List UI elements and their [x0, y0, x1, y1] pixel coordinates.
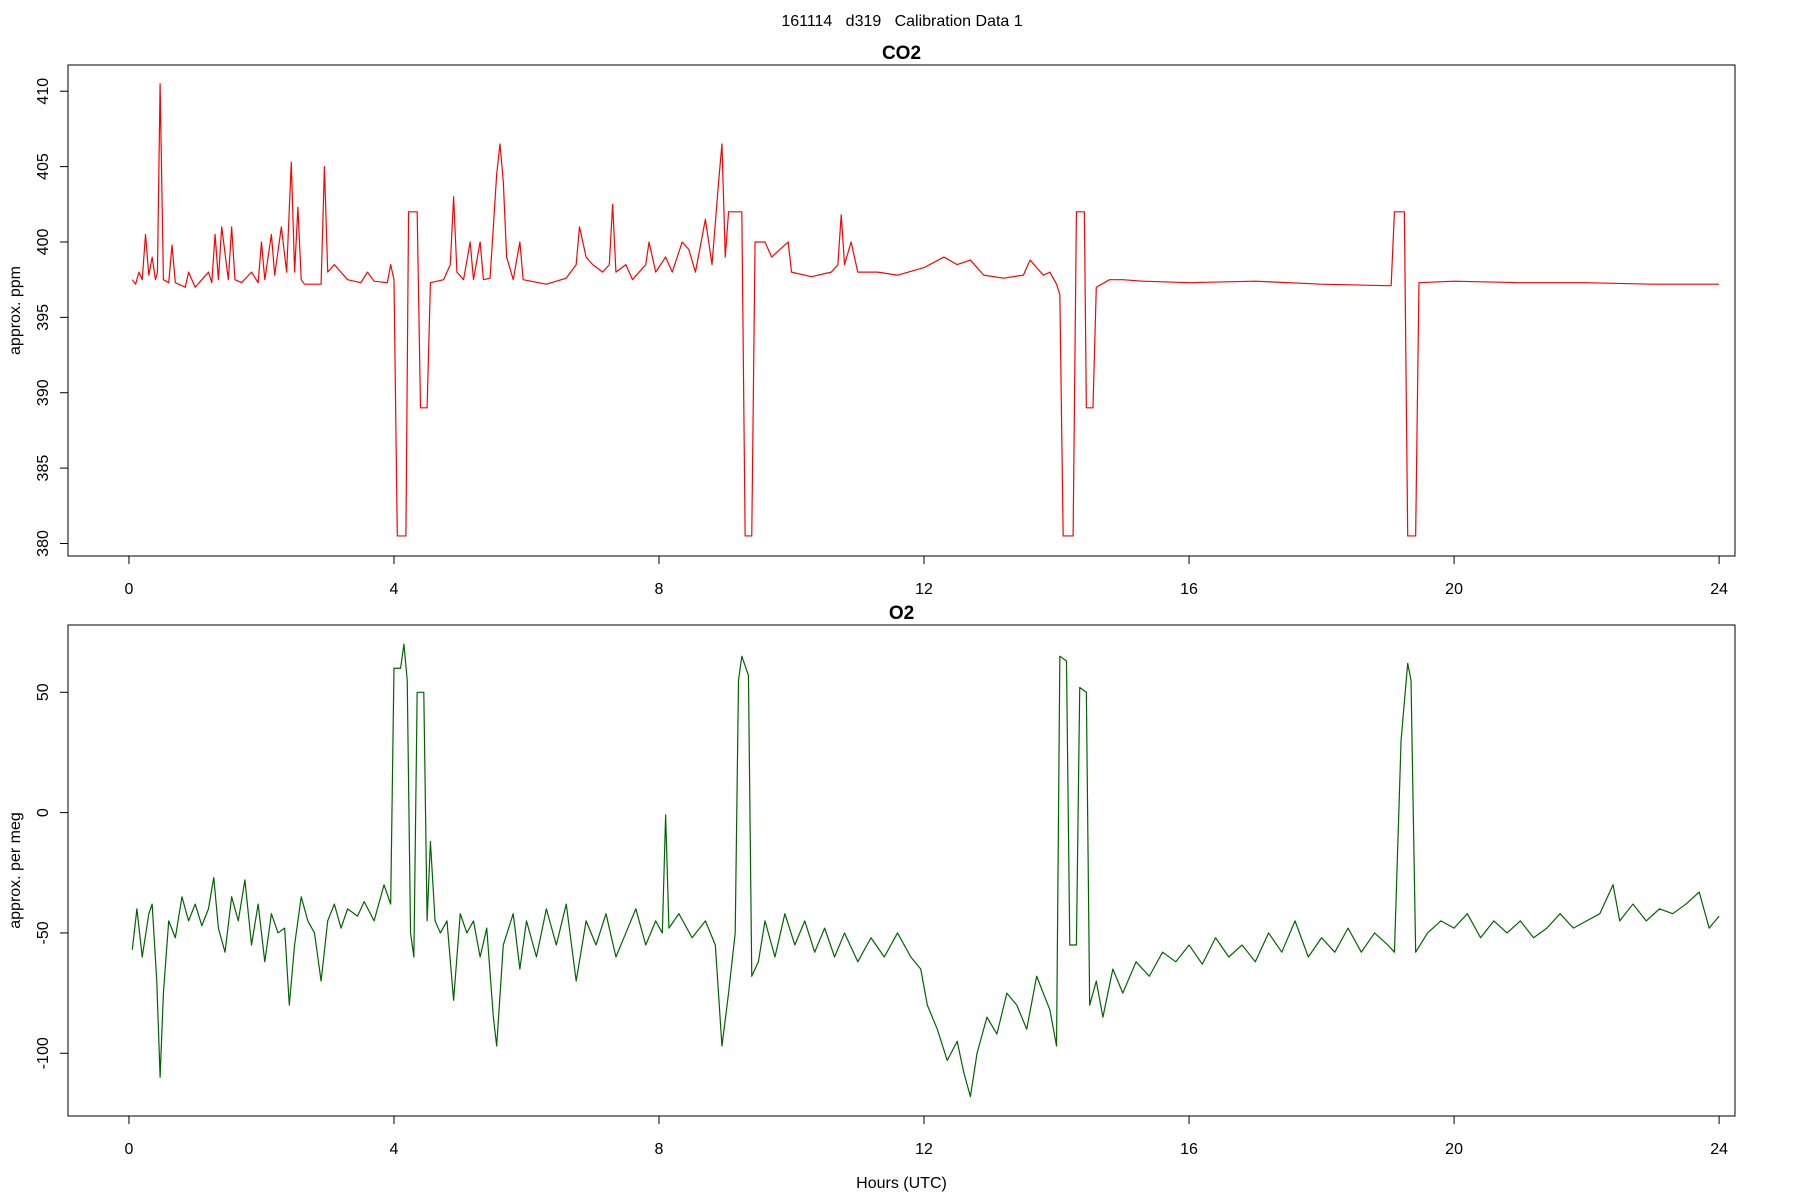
x-tick-label: 4 [390, 581, 399, 598]
x-tick-label: 20 [1445, 1141, 1463, 1158]
panel-title: CO2 [882, 43, 921, 64]
y-tick-label: 380 [35, 530, 52, 557]
x-tick-label: 16 [1180, 581, 1198, 598]
x-tick-label: 0 [125, 581, 134, 598]
x-tick-label: 8 [655, 1141, 664, 1158]
x-tick-label: 4 [390, 1141, 399, 1158]
y-tick-label: 405 [35, 153, 52, 180]
y-tick-label: -50 [35, 921, 52, 944]
data-line [131, 83, 1720, 537]
x-tick-label: 24 [1710, 1141, 1728, 1158]
y-tick-label: 410 [35, 78, 52, 105]
y-axis-label: approx. per meg [7, 812, 24, 929]
x-tick-label: 12 [915, 581, 933, 598]
x-tick-label: 0 [125, 1141, 134, 1158]
x-tick-label: 24 [1710, 581, 1728, 598]
x-tick-label: 16 [1180, 1141, 1198, 1158]
y-tick-label: 390 [35, 379, 52, 406]
y-tick-label: 395 [35, 304, 52, 331]
plot-frame [67, 624, 1736, 1117]
figure-title: 161114 d319 Calibration Data 1 [781, 13, 1022, 30]
plot-frame [67, 64, 1736, 557]
y-tick-label: 0 [35, 808, 52, 817]
x-tick-label: 12 [915, 1141, 933, 1158]
x-tick-label: 8 [655, 581, 664, 598]
y-tick-label: -100 [35, 1037, 52, 1069]
data-line [131, 643, 1720, 1098]
y-tick-label: 385 [35, 455, 52, 482]
panel-title: O2 [889, 603, 914, 624]
y-tick-label: 50 [35, 683, 52, 701]
x-tick-label: 20 [1445, 581, 1463, 598]
y-axis-label: approx. ppm [7, 266, 24, 355]
x-axis-label: Hours (UTC) [856, 1175, 947, 1192]
y-tick-label: 400 [35, 229, 52, 256]
